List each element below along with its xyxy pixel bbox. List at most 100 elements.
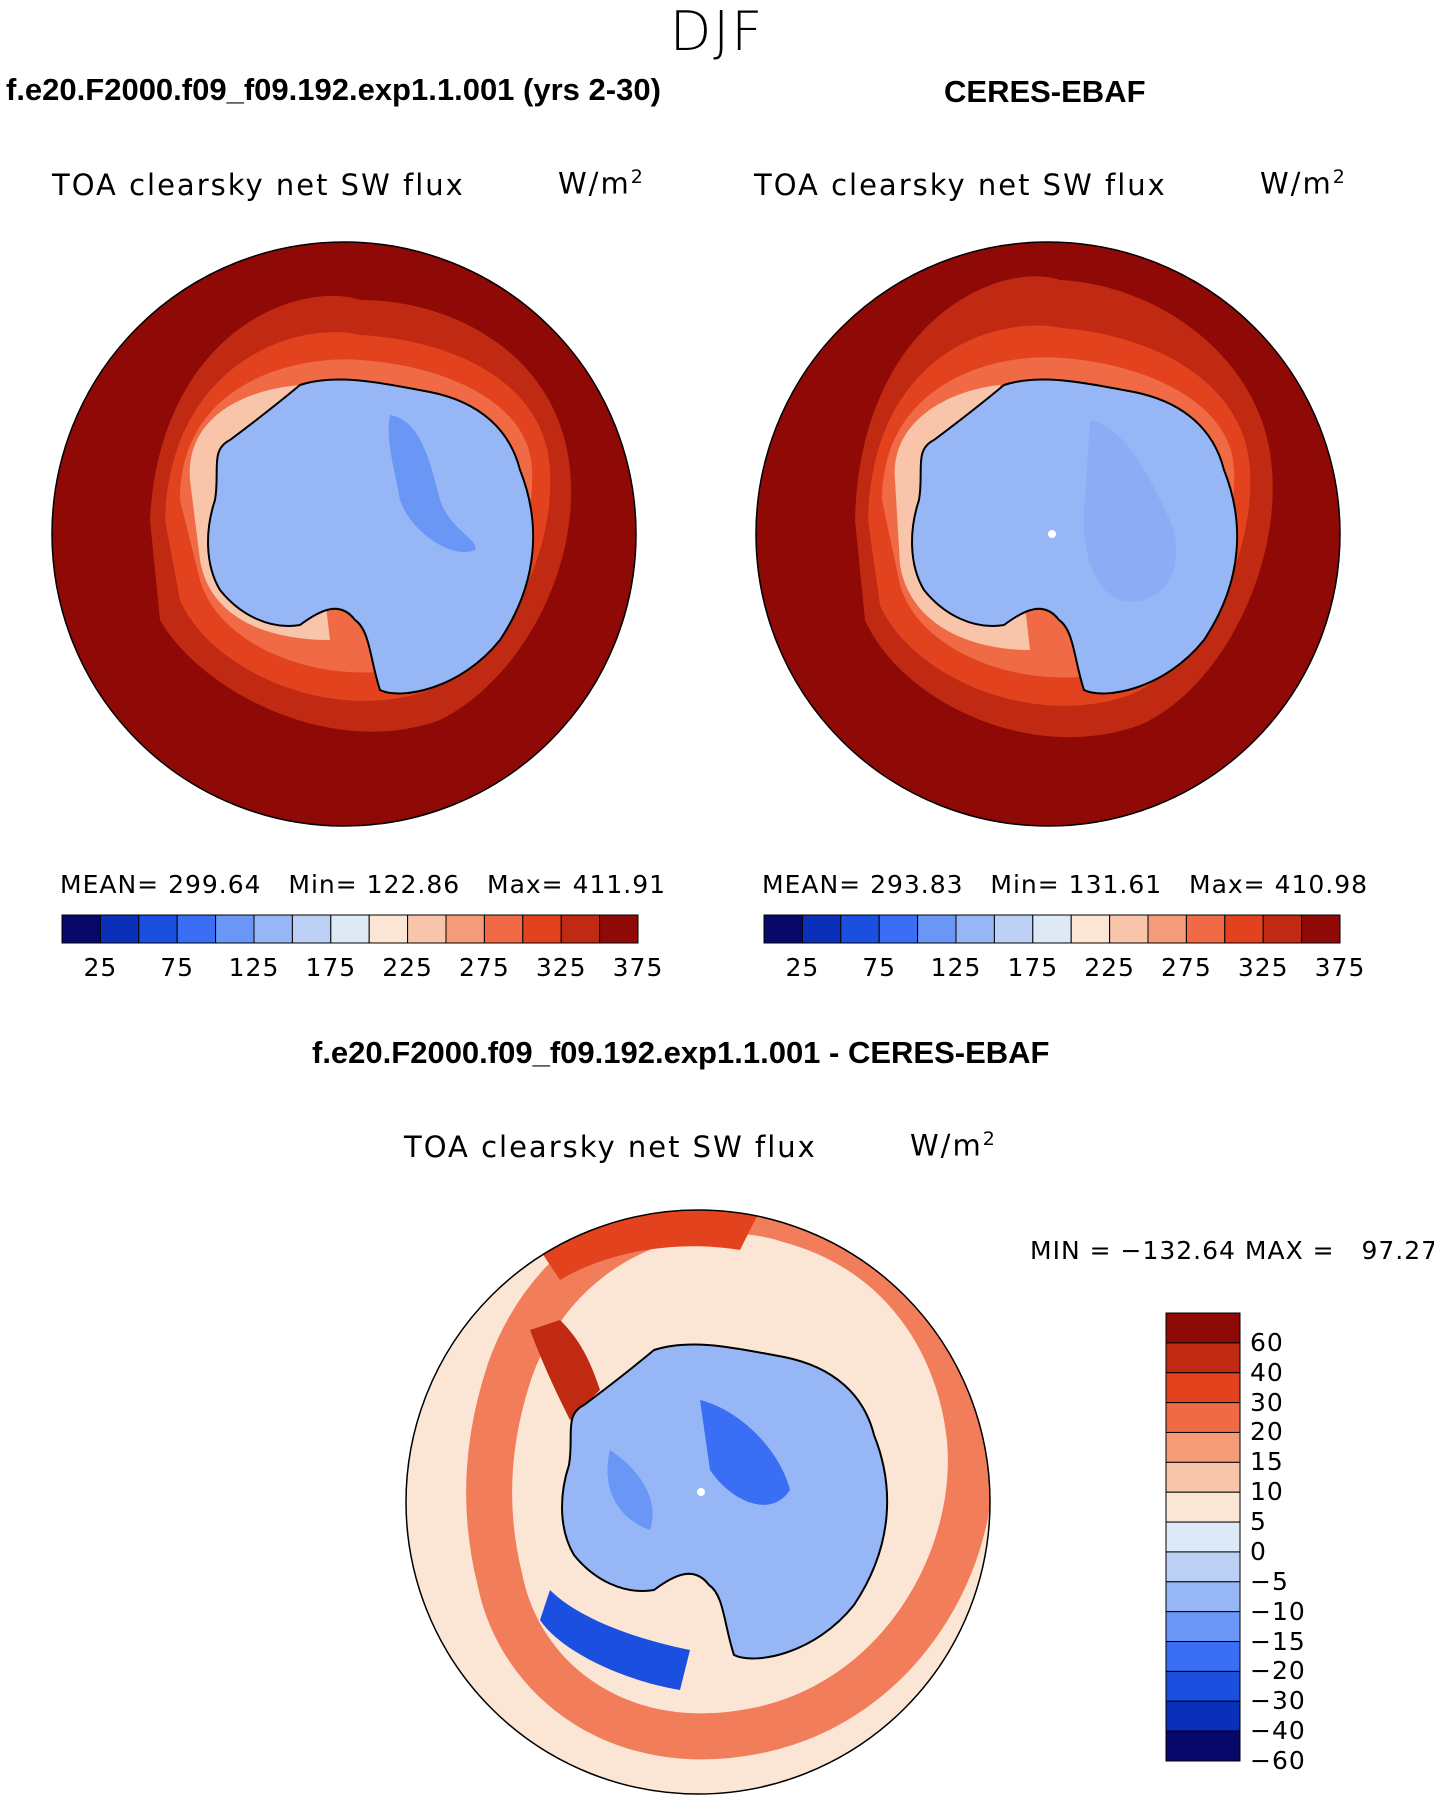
antarctica-diff (561, 1343, 889, 1660)
diff-colorbar-swatch (1165, 1372, 1241, 1404)
obs-colorbar-swatch (1147, 914, 1187, 944)
obs-colorbar-swatch (1070, 914, 1111, 944)
diff-colorbar-tick-label: 30 (1250, 1387, 1284, 1417)
model-colorbar-swatch (330, 914, 370, 944)
obs-colorbar-swatch (1301, 914, 1341, 944)
obs-colorbar-swatch (955, 914, 995, 944)
model-colorbar-tick-label: 25 (83, 953, 118, 982)
diff-colorbar-tick-label: −60 (1250, 1746, 1306, 1775)
diff-colorbar-swatch (1165, 1700, 1241, 1732)
obs-stats: MEAN= 293.83 Min= 131.61 Max= 410.98 (762, 870, 1369, 899)
obs-colorbar-swatch (801, 914, 842, 944)
diff-colorbar-swatch (1165, 1670, 1241, 1702)
diff-colorbar-swatch (1165, 1521, 1241, 1553)
diff-case-title: f.e20.F2000.f09_f09.192.exp1.1.001 - CER… (312, 1035, 1050, 1070)
diff-colorbar-swatch (1165, 1641, 1241, 1672)
diff-colorbar-tick-label: −5 (1250, 1566, 1289, 1596)
diff-colorbar-tick-label: 15 (1250, 1447, 1284, 1477)
model-colorbar-swatch (445, 914, 485, 944)
obs-colorbar (763, 914, 1341, 944)
obs-colorbar-swatch (840, 914, 880, 944)
diff-polar-map (406, 1210, 990, 1794)
diff-colorbar-swatch (1165, 1431, 1241, 1463)
diff-colorbar-swatch (1165, 1581, 1241, 1613)
obs-colorbar-tick-label: 275 (1161, 953, 1212, 982)
diff-colorbar-tick-label: −30 (1250, 1686, 1306, 1716)
model-colorbar-swatch (99, 914, 140, 944)
obs-colorbar-tick-label: 25 (785, 953, 820, 982)
diff-colorbar-tick-label: −40 (1250, 1716, 1306, 1746)
obs-colorbar-tick-label: 325 (1237, 953, 1289, 982)
obs-colorbar-tick-label: 75 (862, 953, 897, 982)
diff-colorbar-tick-label: −20 (1250, 1656, 1306, 1686)
model-stats: MEAN= 299.64 Min= 122.86 Max= 411.91 (60, 870, 667, 899)
obs-colorbar-swatch (1262, 914, 1303, 944)
model-units: W/m2 (558, 166, 645, 201)
model-colorbar-tick-label: 225 (382, 953, 433, 982)
model-colorbar-tick-label: 175 (305, 953, 357, 982)
model-colorbar (61, 914, 639, 944)
obs-colorbar-swatch (1185, 914, 1226, 944)
model-colorbar-swatch (253, 914, 293, 944)
model-colorbar-swatch (407, 914, 447, 944)
season-title: DJF (669, 0, 765, 63)
diff-colorbar-tick-label: −15 (1250, 1626, 1306, 1656)
diff-colorbar-swatch (1165, 1312, 1241, 1344)
antarctica-ice (207, 378, 535, 695)
model-colorbar-swatch (291, 914, 332, 944)
diff-colorbar-tick-label: 10 (1250, 1477, 1284, 1507)
obs-case-title: CERES-EBAF (944, 74, 1146, 109)
model-colorbar-swatch (599, 914, 639, 944)
diff-units: W/m2 (910, 1128, 997, 1163)
model-colorbar-swatch (483, 914, 524, 944)
diff-colorbar-swatch (1165, 1461, 1241, 1493)
antarctica-interior (388, 415, 476, 552)
model-colorbar-tick-label: 375 (612, 953, 664, 982)
diff-colorbar-swatch (1165, 1551, 1241, 1583)
obs-colorbar-swatch (1224, 914, 1264, 944)
diff-colorbar-swatch (1165, 1730, 1241, 1762)
model-case-title: f.e20.F2000.f09_f09.192.exp1.1.001 (yrs … (6, 72, 661, 107)
model-colorbar-swatch (522, 914, 562, 944)
obs-colorbar-swatch (763, 914, 803, 944)
model-colorbar-tick-label: 325 (535, 953, 587, 982)
obs-polar-map (756, 242, 1340, 826)
model-polar-map (52, 242, 636, 826)
antarctica-ice (911, 378, 1239, 695)
diff-colorbar-tick-label: 40 (1250, 1357, 1284, 1387)
diff-colorbar-swatch (1165, 1491, 1241, 1523)
diff-colorbar-tick-label: 60 (1250, 1327, 1284, 1357)
obs-colorbar-swatch (1109, 914, 1149, 944)
obs-colorbar-swatch (917, 914, 957, 944)
model-variable-title: TOA clearsky net SW flux (52, 168, 465, 202)
diff-colorbar (1165, 1312, 1241, 1762)
diff-colorbar-tick-label: 20 (1250, 1417, 1284, 1447)
diff-colorbar-swatch (1165, 1402, 1241, 1433)
diff-minmax: MIN = −132.64 MAX = 97.27 (1030, 1236, 1434, 1265)
model-colorbar-tick-label: 275 (459, 953, 510, 982)
model-colorbar-swatch (176, 914, 217, 944)
obs-colorbar-swatch (1032, 914, 1072, 944)
model-colorbar-swatch (215, 914, 255, 944)
obs-units: W/m2 (1260, 166, 1347, 201)
model-colorbar-swatch (560, 914, 601, 944)
diff-variable-title: TOA clearsky net SW flux (404, 1130, 817, 1164)
obs-colorbar-tick-label: 125 (930, 953, 982, 982)
obs-colorbar-swatch (993, 914, 1034, 944)
diff-colorbar-tick-label: 5 (1250, 1507, 1267, 1537)
obs-colorbar-tick-label: 175 (1007, 953, 1059, 982)
model-colorbar-swatch (368, 914, 409, 944)
obs-variable-title: TOA clearsky net SW flux (754, 168, 1167, 202)
obs-colorbar-swatch (878, 914, 919, 944)
diff-colorbar-tick-label: −10 (1250, 1596, 1306, 1626)
obs-colorbar-tick-label: 225 (1084, 953, 1135, 982)
diff-colorbar-swatch (1165, 1611, 1241, 1643)
diff-colorbar-swatch (1165, 1342, 1241, 1374)
diff-colorbar-tick-label: 0 (1250, 1536, 1267, 1566)
obs-colorbar-tick-label: 375 (1314, 953, 1366, 982)
model-colorbar-swatch (138, 914, 178, 944)
model-colorbar-tick-label: 125 (228, 953, 280, 982)
model-colorbar-tick-label: 75 (160, 953, 195, 982)
model-colorbar-swatch (61, 914, 101, 944)
